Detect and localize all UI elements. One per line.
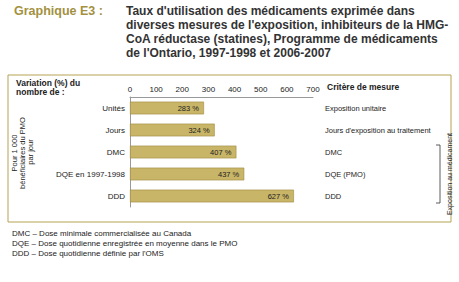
svg-text:437 %: 437 % [218, 170, 240, 179]
svg-text:Exposition au médicament: Exposition au médicament [446, 133, 454, 215]
html-text:DQE – Dose quotidienne enregis: DQE – Dose quotidienne enregistrée en mo… [12, 239, 238, 248]
svg-text:100: 100 [149, 85, 163, 94]
svg-text:300: 300 [202, 85, 216, 94]
svg-text:DMC: DMC [325, 148, 343, 157]
html-text:Taux d'utilisation des médicam: Taux d'utilisation des médicaments expri… [126, 4, 449, 60]
svg-text:500: 500 [254, 85, 268, 94]
svg-text:Variation (%) du: Variation (%) du [16, 77, 83, 88]
svg-text:283 %: 283 % [178, 104, 200, 113]
svg-text:DDD: DDD [108, 192, 126, 201]
svg-text:324 %: 324 % [188, 126, 210, 135]
svg-text:par jour: par jour [26, 139, 35, 165]
svg-text:627 %: 627 % [268, 192, 290, 201]
svg-text:bénéficiaires du PMO: bénéficiaires du PMO [17, 115, 27, 189]
svg-text:DQE en 1997-1998: DQE en 1997-1998 [56, 170, 125, 179]
html-text:DDD – Dose quotidienne définie: DDD – Dose quotidienne définie par l'OMS [12, 249, 164, 258]
svg-text:700: 700 [306, 85, 320, 94]
svg-text:nombre de :: nombre de : [16, 87, 65, 97]
svg-text:Exposition unitaire: Exposition unitaire [325, 104, 386, 113]
svg-text:407 %: 407 % [210, 148, 232, 157]
svg-text:DMC: DMC [107, 148, 125, 157]
svg-text:Jours: Jours [105, 126, 125, 135]
html-text:Graphique E3 :: Graphique E3 : [14, 4, 103, 18]
svg-text:Jours d'exposition au traiteme: Jours d'exposition au traitement [325, 126, 432, 135]
html-text:DMC – Dose minimale commercial: DMC – Dose minimale commercialisée au Ca… [12, 229, 192, 238]
svg-text:DDD: DDD [325, 192, 342, 201]
svg-text:0: 0 [128, 85, 133, 94]
svg-text:Critère de mesure: Critère de mesure [327, 82, 400, 92]
svg-text:Pour 1 000: Pour 1 000 [9, 132, 19, 172]
svg-text:Unités: Unités [102, 104, 125, 113]
svg-text:DQE (PMO): DQE (PMO) [325, 170, 366, 179]
svg-text:400: 400 [228, 85, 242, 94]
svg-text:200: 200 [176, 85, 190, 94]
svg-text:600: 600 [280, 85, 294, 94]
